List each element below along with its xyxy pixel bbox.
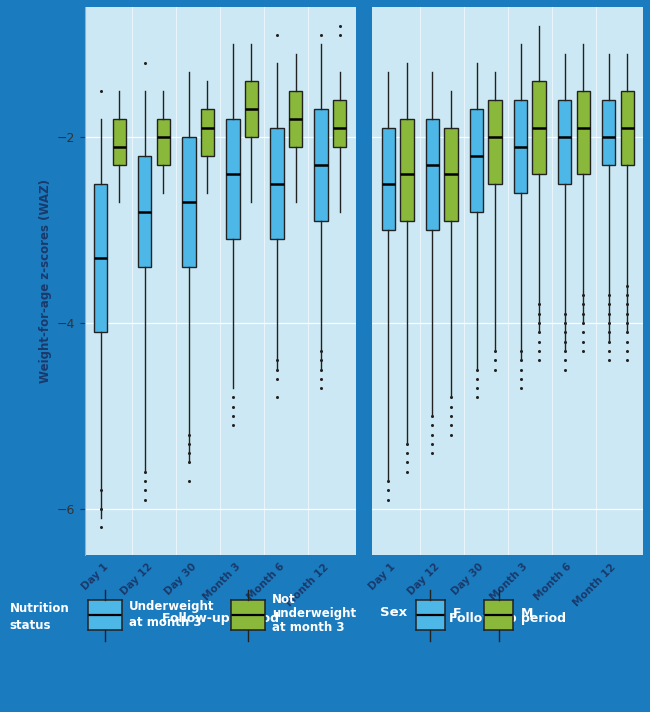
- PathPatch shape: [182, 137, 196, 267]
- Text: status: status: [10, 619, 51, 632]
- PathPatch shape: [270, 128, 283, 239]
- X-axis label: Follow-up period: Follow-up period: [449, 612, 566, 625]
- PathPatch shape: [382, 128, 395, 230]
- Text: at month 3: at month 3: [272, 622, 345, 634]
- PathPatch shape: [245, 81, 258, 137]
- Text: Sex: Sex: [380, 606, 408, 619]
- Y-axis label: Weight-for-age z-scores (WAZ): Weight-for-age z-scores (WAZ): [39, 179, 52, 383]
- PathPatch shape: [94, 184, 107, 333]
- PathPatch shape: [289, 90, 302, 147]
- PathPatch shape: [558, 100, 571, 184]
- PathPatch shape: [621, 90, 634, 165]
- PathPatch shape: [602, 100, 616, 165]
- PathPatch shape: [333, 100, 346, 147]
- PathPatch shape: [426, 119, 439, 230]
- PathPatch shape: [226, 119, 240, 239]
- PathPatch shape: [532, 81, 546, 174]
- PathPatch shape: [514, 100, 527, 193]
- PathPatch shape: [157, 119, 170, 165]
- PathPatch shape: [201, 110, 214, 156]
- PathPatch shape: [112, 119, 126, 165]
- PathPatch shape: [445, 128, 458, 221]
- Text: at month 3: at month 3: [129, 617, 202, 629]
- Text: F: F: [452, 607, 461, 620]
- PathPatch shape: [315, 110, 328, 221]
- PathPatch shape: [470, 110, 483, 211]
- Text: Nutrition: Nutrition: [10, 602, 70, 615]
- PathPatch shape: [488, 100, 502, 184]
- X-axis label: Follow-up period: Follow-up period: [162, 612, 279, 625]
- PathPatch shape: [577, 90, 590, 174]
- Text: Underweight: Underweight: [129, 600, 215, 613]
- Text: underweight: underweight: [272, 607, 356, 620]
- PathPatch shape: [400, 119, 413, 221]
- PathPatch shape: [138, 156, 151, 267]
- Text: Not: Not: [272, 593, 296, 606]
- Text: M: M: [521, 607, 533, 620]
